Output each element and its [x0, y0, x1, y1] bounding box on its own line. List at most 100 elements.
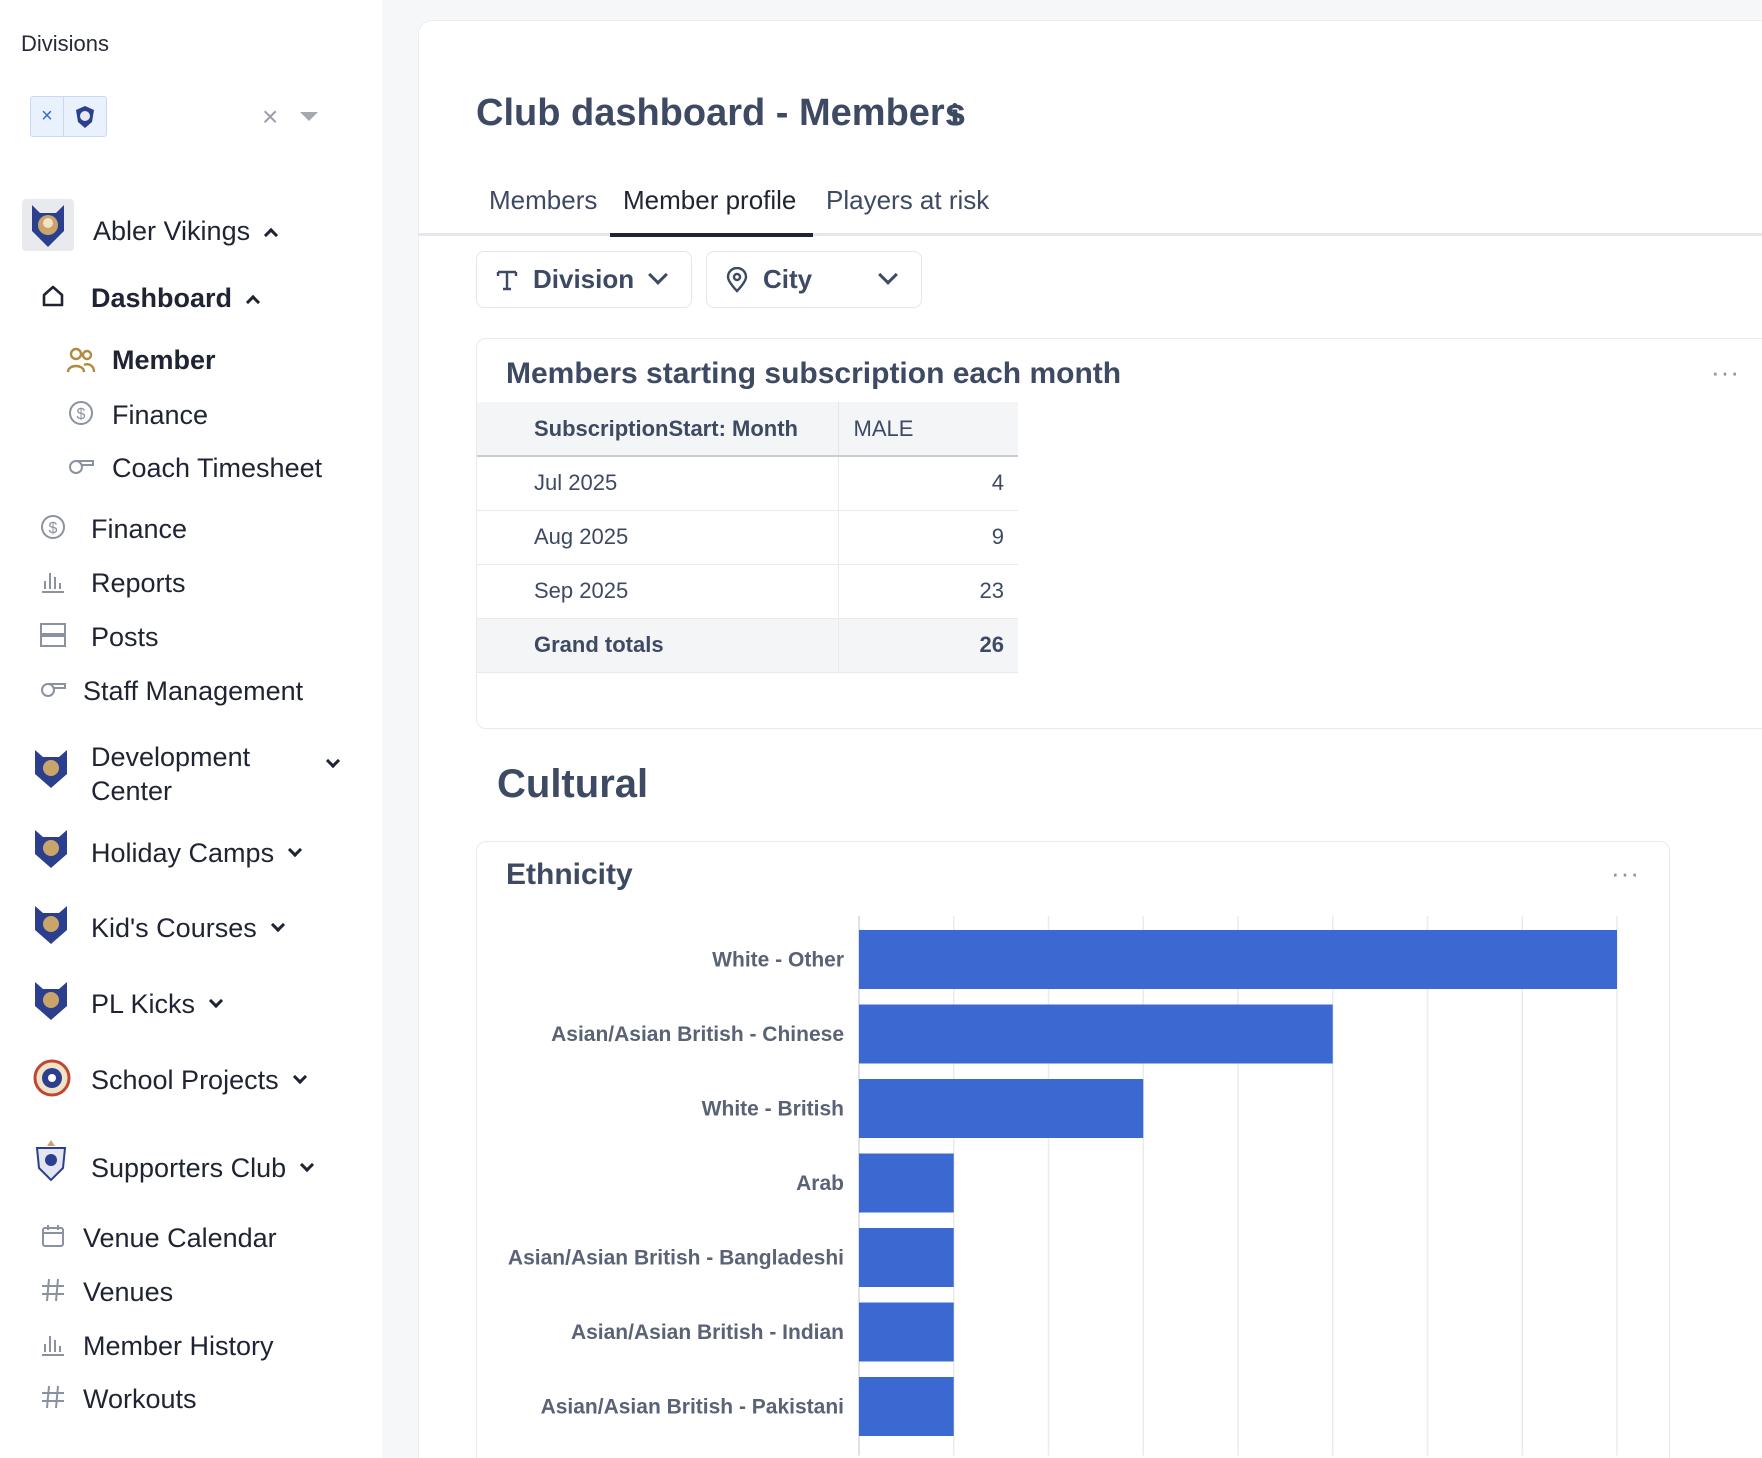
table-total-row: Grand totals 26	[477, 618, 1018, 673]
column-header[interactable]: MALE	[838, 402, 1018, 457]
coach-timesheet-label: Coach Timesheet	[112, 453, 323, 483]
chevron-down-icon	[878, 265, 898, 285]
table-header-row: SubscriptionStart: Month MALE	[477, 402, 1018, 457]
division-chip[interactable]: ×	[30, 96, 107, 137]
subscription-panel-title: Members starting subscription each month	[506, 357, 1122, 390]
table-cell-month: Aug 2025	[477, 510, 839, 565]
category-label: Asian/Asian British - Bangladeshi	[508, 1247, 844, 1270]
tab-members[interactable]: Members	[489, 185, 598, 215]
dashboard-label: Dashboard	[91, 283, 233, 313]
whistle-icon	[38, 674, 68, 704]
whistle-icon	[66, 451, 96, 481]
school-projects-logo	[33, 1059, 71, 1102]
calendar-icon	[38, 1221, 68, 1251]
subscription-table: SubscriptionStart: Month MALE Jul 2025 4…	[477, 402, 1018, 673]
sidebar: Divisions × × Abler Vikings Dashboard Me…	[0, 0, 382, 1458]
sidebar-item-member-history[interactable]: Member History	[83, 1329, 274, 1363]
bar-chart-icon	[38, 566, 68, 596]
chip-remove-icon[interactable]: ×	[31, 97, 64, 136]
sidebar-item-coach-timesheet[interactable]: Coach Timesheet	[112, 451, 322, 485]
table-cell-month: Jul 2025	[477, 456, 839, 511]
ethnicity-chart: White - Other Asian/Asian British - Chine…	[508, 916, 1618, 1456]
kids-courses-label: Kid's Courses	[91, 913, 257, 943]
sidebar-item-dashboard-finance[interactable]: Finance	[112, 398, 208, 432]
sidebar-item-finance[interactable]: Finance	[91, 512, 187, 546]
category-label: Asian/Asian British - Pakistani	[541, 1396, 844, 1419]
sidebar-item-school-projects[interactable]: School Projects	[91, 1063, 307, 1097]
member-history-label: Member History	[83, 1331, 274, 1361]
svg-text:$: $	[49, 520, 58, 537]
more-icon[interactable]: ···	[1611, 858, 1640, 888]
bar[interactable]	[859, 1377, 954, 1436]
category-label: Asian/Asian British - Indian	[571, 1321, 844, 1344]
bar-chart-icon	[38, 1329, 68, 1359]
dollar-icon: $	[38, 512, 68, 542]
city-filter[interactable]: City	[706, 251, 922, 308]
venues-label: Venues	[83, 1277, 174, 1307]
map-pin-icon	[725, 266, 749, 293]
table-row: Sep 2025 23	[477, 564, 1018, 619]
table-cell-value: 9	[838, 510, 1018, 565]
development-center-line2: Center	[91, 776, 173, 806]
supporters-club-label: Supporters Club	[91, 1153, 287, 1183]
sidebar-item-pl-kicks[interactable]: PL Kicks	[91, 987, 224, 1021]
tab-member-profile[interactable]: Member profile	[623, 185, 797, 215]
sidebar-item-dashboard[interactable]: Dashboard	[91, 281, 261, 315]
table-cell-value: 23	[838, 564, 1018, 619]
chevron-down-icon[interactable]	[325, 753, 341, 769]
sidebar-item-staff-management[interactable]: Staff Management	[83, 674, 303, 708]
ethnicity-panel-title: Ethnicity	[506, 858, 633, 891]
member-label: Member	[112, 345, 216, 375]
chevron-down-icon	[270, 917, 285, 933]
development-center-line1: Development	[91, 742, 251, 772]
holiday-camps-label: Holiday Camps	[91, 838, 275, 868]
staff-management-label: Staff Management	[83, 676, 304, 706]
column-header[interactable]: SubscriptionStart: Month	[477, 402, 839, 457]
dropdown-caret-icon[interactable]	[300, 112, 318, 121]
sidebar-item-kids-courses[interactable]: Kid's Courses	[91, 911, 285, 945]
chevron-down-icon	[292, 1069, 307, 1085]
chevron-down-icon	[648, 265, 668, 285]
bar[interactable]	[859, 1228, 954, 1287]
posts-label: Posts	[91, 622, 159, 652]
info-icon[interactable]: i	[950, 100, 960, 130]
sidebar-item-development-center[interactable]: Development Center	[91, 740, 250, 808]
page-title: Club dashboard - Members	[476, 92, 966, 134]
bar[interactable]	[859, 1079, 1144, 1138]
table-row: Jul 2025 4	[477, 456, 1018, 511]
table-row: Aug 2025 9	[477, 510, 1018, 565]
tab-players-at-risk[interactable]: Players at risk	[826, 185, 990, 215]
sidebar-item-venues[interactable]: Venues	[83, 1275, 173, 1309]
chevron-down-icon	[208, 993, 224, 1009]
sidebar-item-member[interactable]: Member	[112, 343, 216, 377]
chevron-up-icon	[264, 227, 279, 243]
division-filter[interactable]: Division	[476, 251, 692, 308]
sidebar-item-venue-calendar[interactable]: Venue Calendar	[83, 1221, 277, 1255]
org-abler-vikings[interactable]: Abler Vikings	[93, 214, 279, 248]
bar[interactable]	[859, 1302, 954, 1362]
supporters-club-logo	[31, 1138, 71, 1189]
sidebar-item-posts[interactable]: Posts	[91, 620, 159, 654]
bar[interactable]	[859, 930, 1617, 989]
bar[interactable]	[859, 1004, 1333, 1064]
clear-selection-icon[interactable]: ×	[262, 101, 279, 132]
sidebar-item-supporters-club[interactable]: Supporters Club	[91, 1151, 315, 1185]
tab-divider	[418, 233, 1762, 236]
bar[interactable]	[859, 1153, 954, 1213]
development-center-logo	[31, 746, 71, 795]
sidebar-item-workouts[interactable]: Workouts	[83, 1382, 197, 1416]
divisions-label: Divisions	[21, 31, 110, 56]
section-title-cultural: Cultural	[497, 762, 649, 806]
division-filter-label: Division	[533, 264, 635, 294]
more-icon[interactable]: ···	[1711, 357, 1740, 387]
org-name: Abler Vikings	[93, 216, 251, 246]
sidebar-item-reports[interactable]: Reports	[91, 566, 186, 600]
category-label: Asian/Asian British - Chinese	[551, 1023, 844, 1046]
layout-rows-icon	[38, 620, 68, 650]
category-label: White - Other	[712, 949, 844, 972]
home-icon	[38, 281, 68, 311]
sidebar-item-holiday-camps[interactable]: Holiday Camps	[91, 836, 303, 870]
club-crest-icon	[64, 97, 106, 136]
table-cell-month: Sep 2025	[477, 564, 839, 619]
svg-text:$: $	[77, 406, 86, 423]
